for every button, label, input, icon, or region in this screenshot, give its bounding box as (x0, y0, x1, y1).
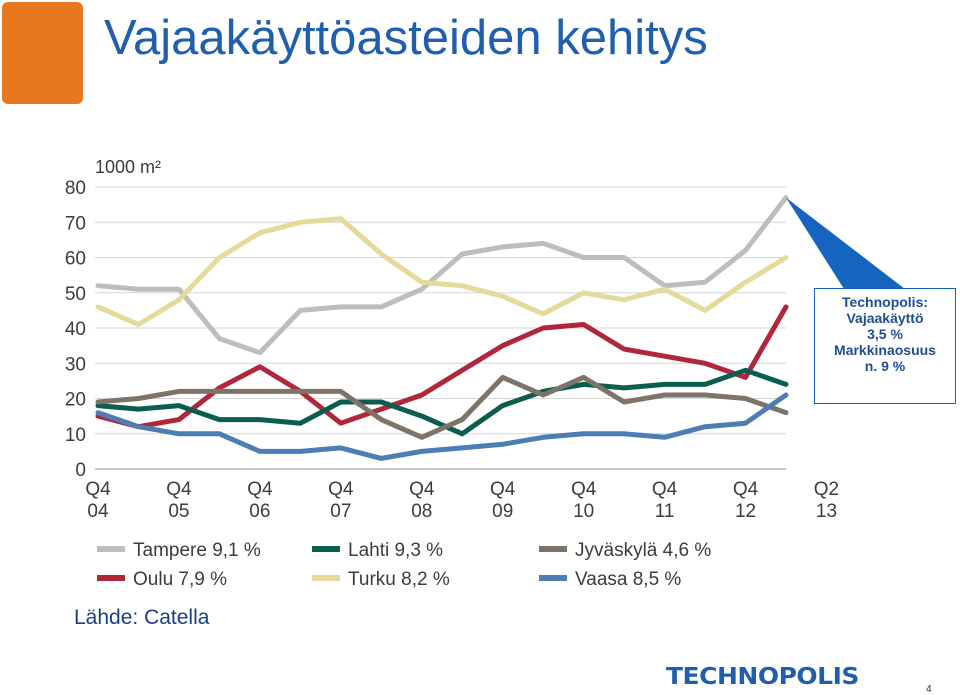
y-tick-label: 10 (65, 425, 86, 446)
callout-line-4: Markkinaosuus (834, 342, 936, 358)
technopolis-callout: Technopolis: Vajaakäyttö 3,5 % Markkinao… (814, 288, 956, 404)
x-tick-label: Q4 (85, 479, 111, 500)
x-tick-label: 11 (655, 501, 675, 522)
legend-label: Jyväskylä 4,6 % (575, 540, 711, 561)
legend-label: Turku 8,2 % (348, 569, 450, 590)
series-line (95, 304, 789, 430)
y-tick-label: 70 (65, 213, 86, 234)
x-tick-label: 07 (330, 501, 351, 522)
x-tick-label: 04 (87, 501, 109, 522)
series-line (95, 195, 789, 356)
y-tick-label: 0 (75, 460, 86, 481)
x-tick-label: Q4 (247, 479, 273, 500)
y-tick-label: 20 (65, 390, 86, 411)
callout-line-2: Vajaakäyttö (846, 310, 924, 326)
x-tick-label: 10 (573, 501, 594, 522)
x-tick-label: 13 (816, 501, 837, 522)
x-tick-label: 08 (411, 501, 432, 522)
x-tick-label: Q2 (814, 479, 839, 500)
y-tick-label: 30 (65, 354, 86, 375)
x-tick-label: Q4 (733, 479, 759, 500)
y-tick-label: 40 (65, 319, 86, 340)
y-axis-unit: 1000 m² (95, 157, 161, 177)
legend-label: Tampere 9,1 % (133, 540, 261, 561)
x-tick-label: 12 (735, 501, 756, 522)
technopolis-logo: TECHNOPOLIS (666, 663, 859, 690)
legend-label: Vaasa 8,5 % (575, 569, 681, 590)
page-number: 4 (926, 684, 932, 695)
slide-title: Vajaakäyttöasteiden kehitys (104, 11, 708, 65)
x-tick-label: Q4 (490, 479, 516, 500)
callout-line-5: n. 9 % (864, 358, 906, 374)
x-tick-label: Q4 (166, 479, 192, 500)
legend-label: Oulu 7,9 % (133, 569, 227, 590)
y-tick-label: 50 (65, 284, 86, 305)
x-tick-label: Q4 (652, 479, 678, 500)
x-tick-label: Q4 (328, 479, 354, 500)
x-tick-label: Q4 (409, 479, 435, 500)
callout-line-3: 3,5 % (867, 326, 903, 342)
series-line (95, 216, 789, 327)
callout-pointer (786, 197, 905, 289)
x-tick-label: 06 (249, 501, 270, 522)
x-tick-label: 05 (168, 501, 189, 522)
line-chart: 1000 m²01020304050607080Q404Q405Q406Q407… (65, 157, 905, 590)
x-tick-label: 09 (492, 501, 513, 522)
accent-block (2, 2, 83, 104)
series-line (95, 367, 789, 437)
series-line (95, 374, 789, 440)
y-tick-label: 80 (65, 178, 86, 199)
callout-line-1: Technopolis: (841, 294, 929, 310)
y-tick-label: 60 (65, 249, 86, 270)
series-line (95, 392, 789, 461)
x-tick-label: Q4 (571, 479, 597, 500)
source-note: Lähde: Catella (74, 606, 210, 629)
legend-label: Lahti 9,3 % (348, 540, 443, 561)
